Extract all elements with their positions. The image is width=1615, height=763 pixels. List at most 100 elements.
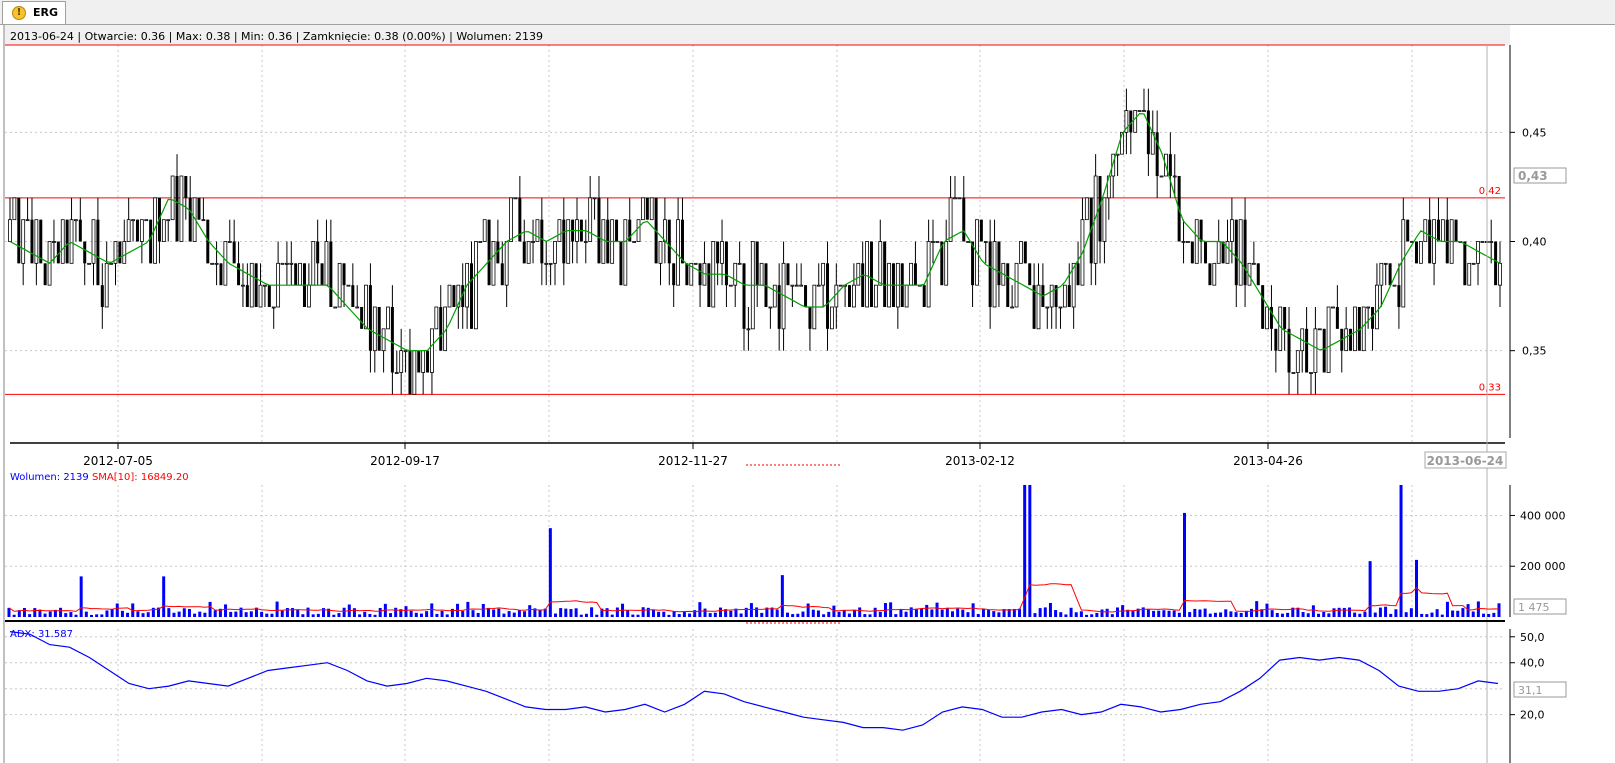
- price-bar: [983, 241, 988, 264]
- volume-bar: [332, 614, 336, 617]
- volume-bar: [631, 614, 635, 617]
- price-bar: [1019, 241, 1023, 264]
- price-bar: [1137, 110, 1142, 112]
- volume-bar: [1389, 613, 1393, 617]
- volume-bar: [801, 611, 805, 617]
- volume-last-value-box: [1513, 598, 1567, 615]
- volume-bar: [1229, 611, 1233, 617]
- price-bar: [873, 284, 878, 308]
- price-bar: [826, 241, 830, 351]
- volume-bar: [1296, 607, 1300, 617]
- price-bar: [56, 241, 60, 264]
- price-bar: [851, 263, 856, 308]
- tab-bar: ! ERG: [0, 0, 1615, 25]
- volume-bar: [254, 607, 258, 617]
- volume-bar: [84, 611, 88, 617]
- price-bar: [883, 241, 887, 307]
- price-bar: [1062, 284, 1067, 308]
- price-bar: [1383, 262, 1388, 286]
- price-bar: [1129, 110, 1133, 155]
- price-bar: [1098, 176, 1102, 264]
- adx-y-tick-label: 20,0: [1520, 709, 1545, 722]
- price-last-value-box: [1513, 167, 1567, 184]
- price-bar: [131, 219, 135, 242]
- volume-bar: [476, 612, 480, 617]
- price-bar: [1471, 262, 1476, 265]
- volume-bar: [244, 612, 248, 617]
- volume-bar: [816, 610, 820, 617]
- volume-bar: [806, 603, 810, 617]
- volume-bar: [136, 611, 140, 617]
- price-bar: [316, 219, 320, 286]
- price-bar: [1133, 110, 1138, 133]
- price-bar: [470, 241, 474, 329]
- price-bar: [672, 263, 676, 307]
- price-bar: [1467, 262, 1472, 286]
- stock-chart[interactable]: 2013-06-24 | Otwarcie: 0.36 | Max: 0.38 …: [0, 25, 1615, 763]
- price-bar: [87, 262, 92, 265]
- volume-bar: [615, 607, 619, 617]
- price-bar: [869, 241, 873, 307]
- price-bar: [553, 241, 557, 286]
- volume-bar: [162, 576, 166, 617]
- price-bar: [680, 197, 684, 264]
- price-bar: [531, 219, 535, 264]
- volume-bar: [265, 613, 269, 617]
- price-bar: [716, 241, 720, 286]
- volume-bar: [1203, 608, 1207, 617]
- volume-bar: [543, 608, 547, 617]
- price-bar: [461, 263, 465, 329]
- volume-bar: [904, 611, 908, 617]
- price-bar: [821, 262, 826, 307]
- price-bar: [104, 241, 109, 308]
- price-x-tick-label: 2012-09-17: [370, 454, 440, 468]
- volume-bar: [950, 611, 954, 617]
- price-bar: [12, 197, 17, 221]
- price-bar: [737, 241, 742, 265]
- volume-bar: [822, 614, 826, 617]
- volume-bar: [1347, 607, 1351, 617]
- volume-bar: [275, 601, 279, 617]
- price-bar: [1190, 241, 1194, 264]
- volume-bar: [662, 611, 666, 617]
- volume-bar: [110, 609, 114, 617]
- adx-y-tick-label: 40,0: [1520, 657, 1545, 670]
- volume-bar: [1435, 609, 1439, 617]
- price-bar: [583, 219, 588, 264]
- volume-bar: [425, 611, 429, 617]
- price-bar: [619, 241, 623, 286]
- volume-bar: [1476, 601, 1480, 617]
- price-bar: [676, 197, 680, 286]
- price-bar: [1251, 241, 1256, 265]
- price-bar: [473, 241, 478, 330]
- price-bar: [170, 175, 175, 221]
- volume-bar: [177, 611, 181, 617]
- volume-bar: [1399, 485, 1403, 617]
- price-bar: [1349, 328, 1353, 351]
- price-bar: [979, 219, 983, 242]
- volume-bar: [523, 611, 527, 617]
- volume-bar: [7, 607, 11, 617]
- volume-bar: [445, 614, 449, 617]
- volume-bar: [1188, 612, 1192, 617]
- price-bar: [426, 350, 430, 373]
- volume-bar: [935, 602, 939, 617]
- volume-bar: [1105, 608, 1109, 617]
- volume-bar: [419, 613, 423, 617]
- volume-bar: [538, 609, 542, 617]
- price-bar: [1361, 306, 1366, 352]
- info-bar: 2013-06-24 | Otwarcie: 0.36 | Max: 0.38 …: [10, 30, 543, 43]
- volume-bar: [492, 609, 496, 617]
- volume-bar: [285, 607, 289, 617]
- tab-erg[interactable]: ! ERG: [2, 1, 66, 24]
- volume-bar: [43, 613, 47, 617]
- volume-bar: [1471, 611, 1475, 617]
- cursor-date-box: [1424, 451, 1507, 469]
- volume-bar: [739, 613, 743, 617]
- price-bar: [1054, 285, 1058, 329]
- volume-bar: [1409, 608, 1413, 617]
- price-bar: [1414, 241, 1418, 264]
- volume-bar: [1002, 609, 1006, 617]
- price-bar: [285, 241, 289, 286]
- volume-bar: [404, 606, 408, 617]
